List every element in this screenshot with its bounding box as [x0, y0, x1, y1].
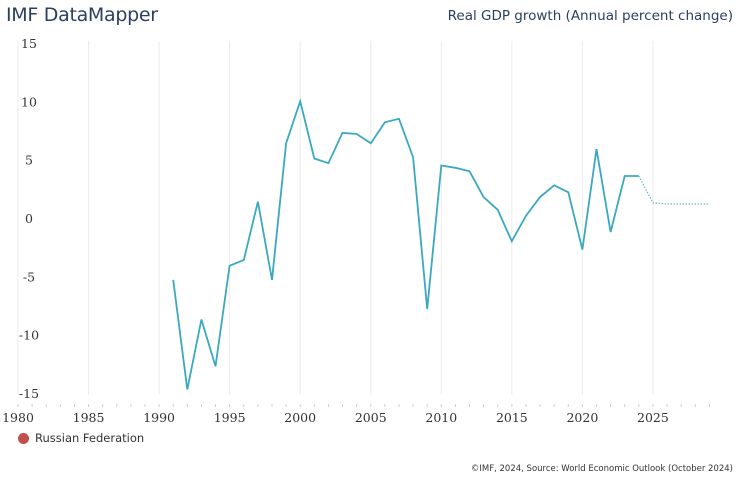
- data-point-2009: [425, 307, 429, 311]
- y-tick-label: 5: [25, 153, 33, 168]
- data-point-1996: [242, 258, 246, 262]
- y-tick-label: -5: [23, 269, 35, 284]
- data-point-2015: [510, 239, 514, 243]
- data-point-2016: [524, 214, 528, 218]
- x-tick-label: 2010: [425, 410, 457, 425]
- data-point-2024: [637, 174, 641, 178]
- data-point-2006: [383, 120, 387, 124]
- data-point-2020: [580, 248, 584, 252]
- x-tick-label: 1990: [143, 410, 175, 425]
- chart-title: Real GDP growth (Annual percent change): [447, 8, 733, 24]
- data-point-2022: [609, 230, 613, 234]
- data-point-2012: [468, 169, 472, 173]
- data-point-2003: [341, 131, 345, 135]
- data-point-2019: [566, 190, 570, 194]
- y-tick-label: 10: [21, 94, 37, 109]
- data-point-2027: [679, 202, 683, 206]
- legend-item-russian-federation[interactable]: Russian Federation: [18, 431, 144, 445]
- y-axis: 15 10 5 0 -5 -10 -15: [19, 36, 39, 401]
- data-point-2011: [453, 166, 457, 170]
- y-tick-label: 0: [25, 211, 33, 226]
- series-russian-federation: [171, 98, 711, 392]
- x-tick-label: 2000: [284, 410, 316, 425]
- data-point-2023: [623, 174, 627, 178]
- series-line-actual: [172, 98, 639, 390]
- data-point-1998: [270, 278, 274, 282]
- legend-marker-icon: [18, 432, 29, 444]
- x-tick-label: 2005: [355, 410, 387, 425]
- data-point-1997: [256, 200, 260, 204]
- data-point-2017: [538, 195, 542, 199]
- x-tick-label: 1985: [73, 410, 105, 425]
- data-point-2025: [651, 201, 655, 205]
- y-tick-label: -15: [19, 386, 39, 401]
- app-title: IMF DataMapper: [6, 4, 158, 26]
- data-point-1993: [199, 318, 203, 322]
- x-tick-label: 2015: [496, 410, 528, 425]
- data-point-2028: [693, 202, 697, 206]
- source-note: ©IMF, 2024, Source: World Economic Outlo…: [470, 464, 733, 474]
- x-tick-label: 1980: [2, 410, 34, 425]
- data-point-1991: [171, 278, 175, 282]
- x-tick-label: 2020: [566, 410, 598, 425]
- data-point-1992: [185, 388, 189, 392]
- data-point-2021: [595, 147, 599, 151]
- x-tick-label: 1995: [214, 410, 246, 425]
- data-point-2005: [369, 141, 373, 145]
- data-point-2000: [298, 99, 302, 103]
- grid-lines: [17, 40, 654, 396]
- data-point-2026: [665, 202, 669, 206]
- data-point-1994: [214, 364, 218, 368]
- x-axis: 1980 1985 1990 1995 2000 2005 2010 2015 2020 2025: [2, 404, 710, 425]
- data-point-1995: [228, 264, 232, 268]
- y-tick-label: -10: [19, 328, 39, 343]
- data-point-2013: [482, 195, 486, 199]
- x-tick-label: 2025: [637, 410, 669, 425]
- data-point-2014: [496, 208, 500, 212]
- data-point-2004: [355, 132, 359, 136]
- y-tick-label: 15: [21, 36, 37, 51]
- data-point-1999: [284, 141, 288, 145]
- data-point-2029: [707, 202, 711, 206]
- data-point-2002: [326, 161, 330, 165]
- data-point-2010: [439, 163, 443, 167]
- data-point-2008: [411, 155, 415, 159]
- data-point-2001: [312, 156, 316, 160]
- series-line-projection: [638, 175, 710, 205]
- legend-label: Russian Federation: [35, 431, 145, 445]
- data-point-2007: [397, 117, 401, 121]
- data-point-2018: [552, 183, 556, 187]
